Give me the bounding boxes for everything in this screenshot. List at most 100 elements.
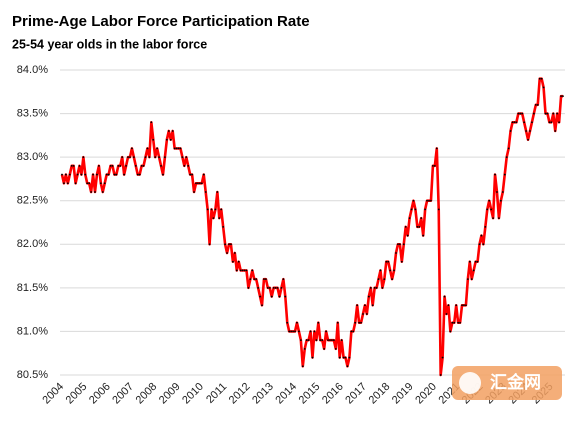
data-point xyxy=(422,234,425,237)
data-point xyxy=(468,260,471,263)
x-tick-label: 2013 xyxy=(250,381,276,407)
data-point xyxy=(509,130,512,132)
data-point xyxy=(131,147,133,150)
data-point xyxy=(465,304,467,307)
data-point xyxy=(278,295,281,298)
data-point xyxy=(556,112,559,115)
data-point xyxy=(226,252,228,254)
data-point xyxy=(513,121,516,124)
x-tick-label: 2012 xyxy=(227,381,253,407)
data-point xyxy=(111,164,114,167)
data-point xyxy=(115,173,118,176)
data-point xyxy=(183,164,186,167)
data-point xyxy=(546,112,549,115)
data-point xyxy=(321,339,324,342)
data-point xyxy=(298,330,300,333)
data-point xyxy=(412,199,415,202)
data-point xyxy=(257,286,260,289)
data-point xyxy=(433,164,436,167)
data-point xyxy=(437,208,440,211)
data-point xyxy=(255,278,258,281)
data-point xyxy=(82,156,85,159)
data-point xyxy=(165,138,168,141)
data-point xyxy=(171,130,174,132)
data-point xyxy=(334,347,337,350)
data-point xyxy=(88,182,91,185)
data-point xyxy=(261,304,263,307)
data-point xyxy=(404,225,407,228)
data-point xyxy=(92,173,94,176)
data-point xyxy=(195,182,197,185)
data-point xyxy=(134,164,137,167)
data-point xyxy=(391,278,394,281)
data-point xyxy=(253,278,256,281)
data-point xyxy=(231,260,234,263)
data-point xyxy=(70,164,73,167)
data-point xyxy=(96,173,98,176)
watermark-logo xyxy=(459,372,481,394)
data-point xyxy=(64,173,67,176)
data-point xyxy=(288,330,291,333)
data-point xyxy=(97,164,100,167)
data-point xyxy=(461,304,463,307)
data-point xyxy=(214,208,217,211)
data-point xyxy=(428,199,430,202)
data-point xyxy=(264,278,267,281)
data-point xyxy=(212,217,215,220)
data-point xyxy=(218,217,221,220)
data-point xyxy=(311,356,314,359)
data-point xyxy=(387,260,390,263)
data-point xyxy=(313,330,316,333)
data-point xyxy=(109,164,112,167)
data-point xyxy=(451,321,454,324)
data-point xyxy=(445,313,448,315)
data-point xyxy=(299,339,302,342)
data-point xyxy=(453,321,456,324)
data-point xyxy=(307,339,310,342)
data-point xyxy=(280,286,283,289)
data-point xyxy=(325,330,327,333)
data-point xyxy=(129,156,131,159)
data-point xyxy=(169,138,172,141)
data-point xyxy=(558,121,561,124)
data-point xyxy=(107,173,110,176)
data-point xyxy=(317,321,320,324)
data-point xyxy=(511,121,514,124)
data-point xyxy=(354,321,357,324)
data-line xyxy=(60,77,563,377)
data-point xyxy=(175,147,178,150)
x-tick-label: 2017 xyxy=(343,381,369,407)
data-point xyxy=(482,243,485,246)
data-point xyxy=(379,269,382,272)
data-point xyxy=(531,121,533,124)
data-point xyxy=(501,191,504,193)
y-tick-label: 80.5% xyxy=(17,369,48,381)
data-point xyxy=(154,156,157,159)
data-point xyxy=(185,156,188,159)
data-point xyxy=(230,243,232,246)
data-point xyxy=(263,278,265,281)
data-point xyxy=(470,278,473,281)
data-point xyxy=(371,304,374,307)
data-point xyxy=(247,286,250,289)
data-point xyxy=(243,269,246,272)
data-point xyxy=(369,286,372,289)
data-point xyxy=(76,173,79,176)
data-point xyxy=(103,182,106,185)
data-point xyxy=(132,156,135,159)
data-point xyxy=(529,130,531,132)
data-point xyxy=(459,321,461,324)
data-point xyxy=(228,243,230,246)
data-point xyxy=(239,269,242,272)
data-point xyxy=(505,156,508,159)
data-point xyxy=(189,173,192,176)
data-point xyxy=(272,286,275,289)
data-point xyxy=(360,321,362,324)
data-point xyxy=(296,321,298,324)
data-point xyxy=(99,182,102,185)
data-point xyxy=(198,182,201,185)
data-point xyxy=(286,321,289,324)
data-point xyxy=(536,103,539,106)
data-point xyxy=(284,295,287,298)
